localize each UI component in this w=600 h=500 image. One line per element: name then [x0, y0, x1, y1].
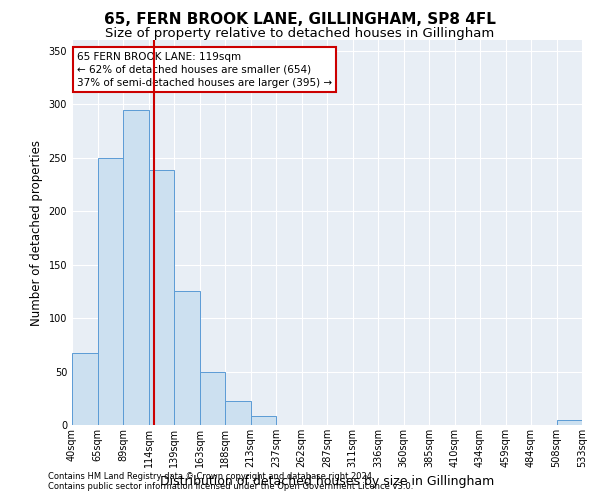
- Text: Contains public sector information licensed under the Open Government Licence v3: Contains public sector information licen…: [48, 482, 413, 491]
- Bar: [199, 372, 225, 425]
- X-axis label: Distribution of detached houses by size in Gillingham: Distribution of detached houses by size …: [160, 476, 494, 488]
- Bar: [557, 420, 582, 425]
- Text: Contains HM Land Registry data © Crown copyright and database right 2024.: Contains HM Land Registry data © Crown c…: [48, 472, 374, 481]
- Text: 65, FERN BROOK LANE, GILLINGHAM, SP8 4FL: 65, FERN BROOK LANE, GILLINGHAM, SP8 4FL: [104, 12, 496, 28]
- Bar: [97, 158, 123, 425]
- Text: 65 FERN BROOK LANE: 119sqm
← 62% of detached houses are smaller (654)
37% of sem: 65 FERN BROOK LANE: 119sqm ← 62% of deta…: [77, 52, 332, 88]
- Bar: [174, 292, 199, 425]
- Bar: [225, 402, 251, 425]
- Bar: [123, 110, 149, 425]
- Bar: [251, 416, 276, 425]
- Bar: [149, 170, 174, 425]
- Text: Size of property relative to detached houses in Gillingham: Size of property relative to detached ho…: [106, 28, 494, 40]
- Bar: [72, 354, 97, 425]
- Y-axis label: Number of detached properties: Number of detached properties: [30, 140, 43, 326]
